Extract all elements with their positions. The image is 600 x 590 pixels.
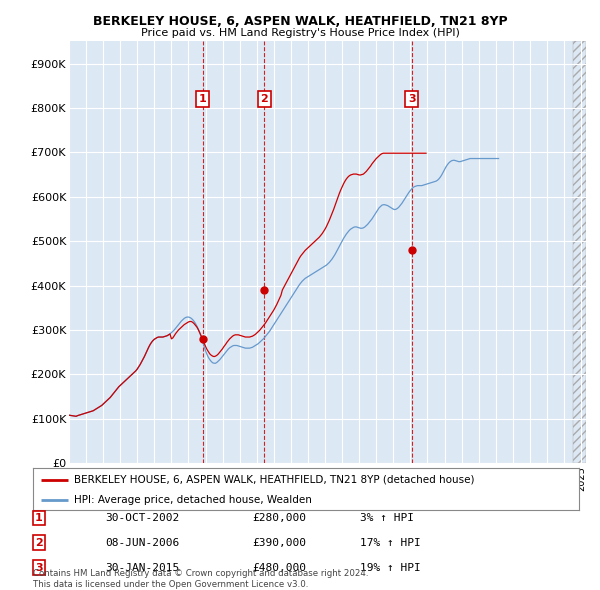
Text: 1: 1 — [199, 94, 206, 104]
Text: 17% ↑ HPI: 17% ↑ HPI — [360, 538, 421, 548]
Text: BERKELEY HOUSE, 6, ASPEN WALK, HEATHFIELD, TN21 8YP: BERKELEY HOUSE, 6, ASPEN WALK, HEATHFIEL… — [92, 15, 508, 28]
Text: BERKELEY HOUSE, 6, ASPEN WALK, HEATHFIELD, TN21 8YP (detached house): BERKELEY HOUSE, 6, ASPEN WALK, HEATHFIEL… — [74, 475, 475, 485]
Text: £390,000: £390,000 — [252, 538, 306, 548]
Text: 08-JUN-2006: 08-JUN-2006 — [105, 538, 179, 548]
Text: Price paid vs. HM Land Registry's House Price Index (HPI): Price paid vs. HM Land Registry's House … — [140, 28, 460, 38]
Text: Contains HM Land Registry data © Crown copyright and database right 2024.
This d: Contains HM Land Registry data © Crown c… — [33, 569, 368, 589]
Text: 30-JAN-2015: 30-JAN-2015 — [105, 563, 179, 572]
Text: £280,000: £280,000 — [252, 513, 306, 523]
Text: 2: 2 — [260, 94, 268, 104]
Text: 19% ↑ HPI: 19% ↑ HPI — [360, 563, 421, 572]
Text: HPI: Average price, detached house, Wealden: HPI: Average price, detached house, Weal… — [74, 495, 312, 504]
Text: 30-OCT-2002: 30-OCT-2002 — [105, 513, 179, 523]
Text: 3: 3 — [35, 563, 43, 572]
Text: 3: 3 — [408, 94, 416, 104]
Text: 3% ↑ HPI: 3% ↑ HPI — [360, 513, 414, 523]
Text: 2: 2 — [35, 538, 43, 548]
Text: £480,000: £480,000 — [252, 563, 306, 572]
Text: 1: 1 — [35, 513, 43, 523]
